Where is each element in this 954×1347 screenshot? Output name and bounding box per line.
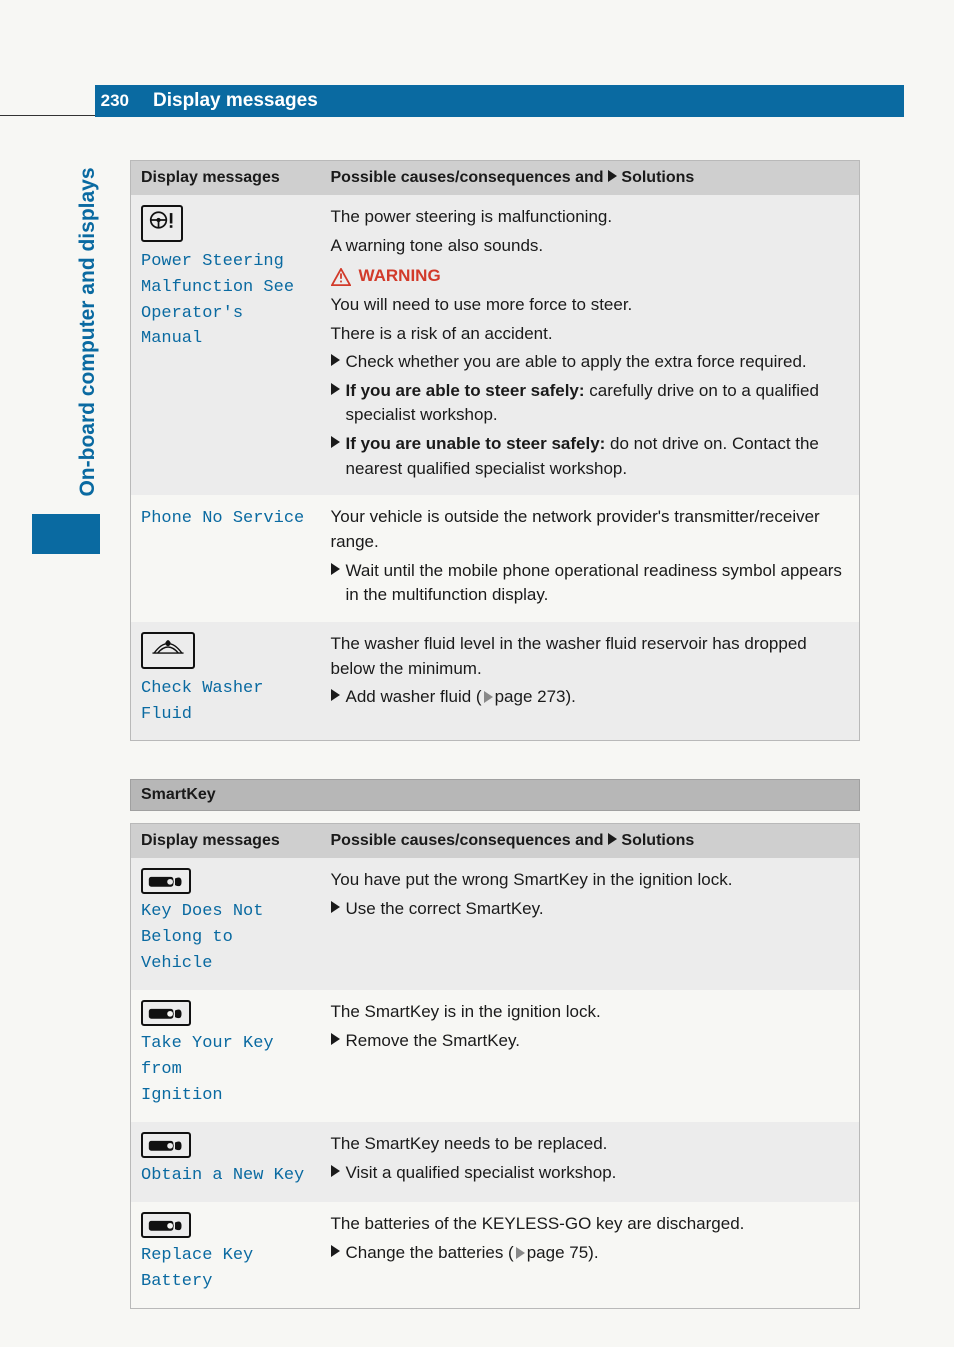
bullet-triangle-icon (331, 436, 340, 448)
section-title-smartkey: SmartKey (130, 779, 860, 811)
msg-label: Check Washer Fluid (141, 679, 263, 724)
table-row: Phone No Service Your vehicle is outside… (131, 495, 860, 622)
bullet-triangle-icon (331, 1165, 340, 1177)
warning-label: WARNING (331, 264, 848, 289)
body-text: The washer fluid level in the washer flu… (331, 632, 848, 681)
washer-fluid-icon (141, 632, 195, 669)
table-row: Power Steering Malfunction See Operator'… (131, 195, 860, 495)
bullet: Wait until the mobile phone operational … (331, 559, 848, 608)
table-row: Obtain a New Key The SmartKey needs to b… (131, 1122, 860, 1202)
key-icon (141, 1212, 191, 1238)
bullet-triangle-icon (331, 1033, 340, 1045)
bullet-triangle-icon (331, 901, 340, 913)
table-row: Key Does Not Belong to Vehicle You have … (131, 858, 860, 990)
body-text: There is a risk of an accident. (331, 322, 848, 347)
msg-label: Power Steering Malfunction See Operator'… (141, 252, 294, 349)
body-text: The SmartKey needs to be replaced. (331, 1132, 848, 1157)
solutions-triangle-icon (608, 170, 617, 182)
msg-label: Phone No Service (141, 509, 304, 528)
table-row: Replace Key Battery The batteries of the… (131, 1202, 860, 1308)
page-title: Display messages (139, 85, 904, 117)
xref-triangle-icon (484, 691, 493, 703)
warning-triangle-icon (331, 268, 351, 286)
key-icon (141, 1000, 191, 1026)
body-text: The batteries of the KEYLESS-GO key are … (331, 1212, 848, 1237)
col1-header: Display messages (131, 824, 321, 859)
bullet-triangle-icon (331, 563, 340, 575)
page-header: 230 Display messages (0, 85, 904, 117)
side-tab: On-board computer and displays (68, 160, 104, 540)
body-text: A warning tone also sounds. (331, 234, 848, 259)
bullet: If you are able to steer safely: careful… (331, 379, 848, 428)
bullet: Remove the SmartKey. (331, 1029, 848, 1054)
bullet-triangle-icon (331, 1245, 340, 1257)
col2-header-a: Possible causes/consequences and (331, 169, 608, 186)
messages-table-2: Display messages Possible causes/consequ… (130, 823, 860, 1308)
bullet: Add washer fluid (page 273). (331, 685, 848, 710)
body-text: You have put the wrong SmartKey in the i… (331, 868, 848, 893)
bullet-triangle-icon (331, 383, 340, 395)
bullet: Change the batteries (page 75). (331, 1241, 848, 1266)
body-text: The SmartKey is in the ignition lock. (331, 1000, 848, 1025)
msg-label: Take Your Key from Ignition (141, 1034, 274, 1105)
msg-label: Replace Key Battery (141, 1246, 253, 1291)
bullet: Check whether you are able to apply the … (331, 350, 848, 375)
body-text: Your vehicle is outside the network prov… (331, 505, 848, 554)
bullet: If you are unable to steer safely: do no… (331, 432, 848, 481)
col1-header: Display messages (131, 161, 321, 196)
key-icon (141, 1132, 191, 1158)
page-number: 230 (95, 85, 139, 117)
table-row: Check Washer Fluid The washer fluid leve… (131, 622, 860, 741)
msg-label: Key Does Not Belong to Vehicle (141, 902, 263, 973)
bullet: Use the correct SmartKey. (331, 897, 848, 922)
body-text: You will need to use more force to steer… (331, 293, 848, 318)
messages-table-1: Display messages Possible causes/consequ… (130, 160, 860, 741)
col2-header: Possible causes/consequences and Solutio… (321, 161, 860, 196)
body-text: The power steering is malfunctioning. (331, 205, 848, 230)
col2-header-b: Solutions (617, 169, 694, 186)
key-icon (141, 868, 191, 894)
bullet: Visit a qualified specialist workshop. (331, 1161, 848, 1186)
col2-header: Possible causes/consequences and Solutio… (321, 824, 860, 859)
msg-label: Obtain a New Key (141, 1166, 304, 1185)
table-row: Take Your Key from Ignition The SmartKey… (131, 990, 860, 1122)
xref-triangle-icon (516, 1247, 525, 1259)
solutions-triangle-icon (608, 833, 617, 845)
header-rule (0, 115, 95, 117)
bullet-triangle-icon (331, 354, 340, 366)
steering-warning-icon (141, 205, 183, 242)
content-area: Display messages Possible causes/consequ… (130, 160, 860, 1347)
side-tab-block (32, 514, 100, 554)
side-tab-label: On-board computer and displays (76, 152, 100, 512)
bullet-triangle-icon (331, 689, 340, 701)
